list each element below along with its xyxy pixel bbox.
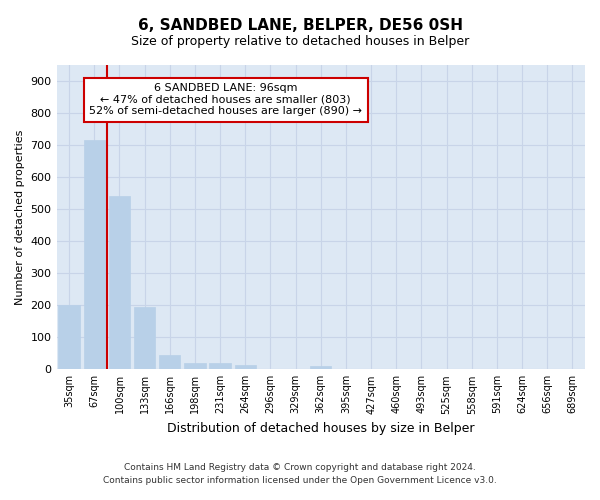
Bar (83, 140, 105, 370)
Text: 6, SANDBED LANE, BELPER, DE56 0SH: 6, SANDBED LANE, BELPER, DE56 0SH (137, 18, 463, 32)
Text: Size of property relative to detached houses in Belper: Size of property relative to detached ho… (131, 35, 469, 48)
X-axis label: Distribution of detached houses by size in Belper: Distribution of detached houses by size … (167, 422, 475, 435)
Y-axis label: Number of detached properties: Number of detached properties (15, 130, 25, 305)
Bar (159, 355, 181, 370)
Bar (134, 307, 155, 370)
Bar (209, 363, 231, 370)
Bar (235, 364, 256, 370)
Bar (58, 305, 80, 370)
Text: 6 SANDBED LANE: 96sqm
← 47% of detached houses are smaller (803)
52% of semi-det: 6 SANDBED LANE: 96sqm ← 47% of detached … (89, 84, 362, 116)
Text: Contains HM Land Registry data © Crown copyright and database right 2024.: Contains HM Land Registry data © Crown c… (124, 464, 476, 472)
Bar (109, 196, 130, 370)
Bar (184, 363, 206, 370)
Bar (310, 366, 331, 370)
Text: Contains public sector information licensed under the Open Government Licence v3: Contains public sector information licen… (103, 476, 497, 485)
